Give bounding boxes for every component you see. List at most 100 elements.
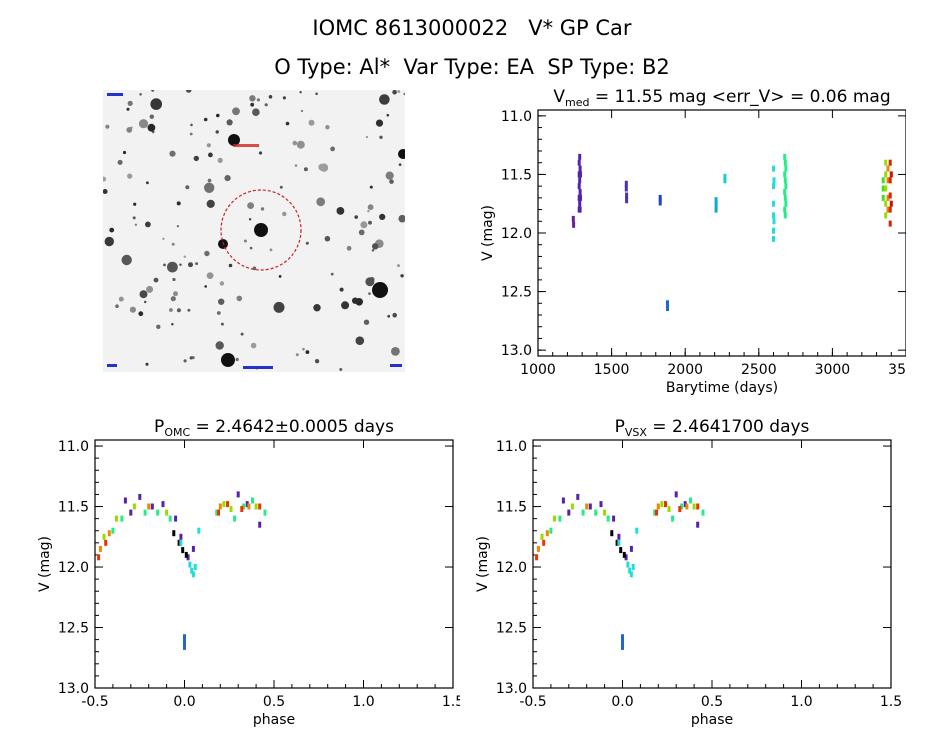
star bbox=[171, 242, 175, 246]
plot-frame bbox=[94, 439, 454, 689]
x-axis-label: phase bbox=[253, 712, 295, 728]
bright-star bbox=[221, 353, 235, 367]
data-point bbox=[783, 212, 787, 219]
star bbox=[252, 108, 260, 116]
data-point bbox=[571, 215, 575, 222]
data-point bbox=[626, 561, 630, 568]
star bbox=[330, 146, 335, 152]
star bbox=[278, 275, 282, 278]
data-point bbox=[577, 159, 581, 166]
star bbox=[235, 357, 239, 362]
image-label-bottomright bbox=[390, 364, 402, 367]
star bbox=[232, 107, 240, 116]
data-point bbox=[165, 509, 169, 516]
data-point bbox=[658, 199, 662, 206]
data-point bbox=[621, 634, 624, 641]
data-point bbox=[622, 551, 626, 558]
y-axis-label: V (mag) bbox=[475, 536, 491, 592]
data-point bbox=[579, 194, 582, 201]
data-point bbox=[226, 501, 229, 508]
data-point bbox=[120, 515, 124, 522]
star bbox=[169, 308, 173, 312]
star bbox=[391, 347, 400, 356]
data-point bbox=[656, 503, 660, 510]
star bbox=[149, 114, 154, 119]
x-tick-label: 0.5 bbox=[701, 694, 723, 710]
star bbox=[308, 119, 315, 126]
data-point bbox=[772, 227, 775, 234]
star bbox=[389, 179, 394, 184]
y-tick-label: 11.0 bbox=[58, 439, 89, 455]
star bbox=[248, 218, 252, 221]
data-point bbox=[138, 493, 142, 500]
star bbox=[162, 237, 165, 240]
star bbox=[146, 285, 154, 293]
star bbox=[363, 319, 370, 325]
data-point bbox=[236, 491, 240, 498]
data-point bbox=[680, 503, 684, 510]
data-point bbox=[772, 165, 775, 172]
star bbox=[132, 216, 136, 220]
star bbox=[226, 119, 233, 126]
bright-star bbox=[372, 282, 388, 298]
data-point bbox=[585, 503, 589, 510]
x-tick-label: -0.5 bbox=[81, 694, 108, 710]
data-point bbox=[714, 206, 718, 213]
data-point bbox=[655, 509, 658, 516]
star bbox=[273, 301, 285, 313]
data-point bbox=[578, 177, 582, 184]
data-point bbox=[98, 545, 102, 552]
data-point bbox=[772, 183, 775, 190]
x-tick-label: 0.5 bbox=[263, 694, 285, 710]
data-point bbox=[671, 515, 675, 522]
star bbox=[104, 236, 114, 247]
data-point bbox=[723, 173, 727, 180]
data-point bbox=[783, 206, 787, 213]
data-point bbox=[251, 497, 254, 504]
data-point bbox=[886, 177, 890, 184]
data-point bbox=[881, 177, 885, 184]
star bbox=[386, 113, 390, 117]
star bbox=[379, 94, 390, 105]
star bbox=[247, 202, 255, 209]
star bbox=[330, 272, 334, 276]
star bbox=[215, 341, 224, 350]
star bbox=[206, 272, 214, 279]
star bbox=[299, 91, 302, 94]
star bbox=[268, 95, 273, 99]
plot-frame bbox=[537, 109, 906, 357]
data-point bbox=[184, 551, 188, 558]
x-tick-label: 0.0 bbox=[173, 694, 195, 710]
data-point bbox=[783, 171, 787, 178]
star bbox=[313, 304, 321, 312]
data-point bbox=[233, 515, 237, 522]
star bbox=[303, 167, 308, 172]
star bbox=[249, 246, 253, 250]
x-tick-label: 1500 bbox=[594, 362, 630, 378]
star bbox=[369, 185, 373, 189]
star bbox=[153, 277, 159, 283]
star bbox=[204, 182, 215, 193]
data-point bbox=[772, 200, 775, 207]
data-point bbox=[772, 212, 775, 219]
chart-subtitle: O Type: Al* Var Type: EA SP Type: B2 bbox=[274, 55, 670, 79]
data-point bbox=[624, 185, 628, 192]
star bbox=[145, 221, 151, 228]
data-point bbox=[129, 509, 133, 516]
x-tick-label: 2500 bbox=[741, 362, 777, 378]
light-curve-chart: 1000 1500 2000 2500 3000 3500 11.0 11.5 12.0 12.5… bbox=[480, 87, 906, 396]
data-point bbox=[660, 501, 664, 508]
star bbox=[189, 356, 193, 360]
data-point bbox=[132, 503, 136, 510]
data-point bbox=[888, 220, 892, 227]
star bbox=[302, 347, 305, 351]
star bbox=[176, 308, 181, 313]
star bbox=[256, 98, 260, 102]
data-point bbox=[561, 497, 565, 504]
data-point bbox=[218, 503, 222, 510]
data-point bbox=[884, 200, 888, 207]
data-point bbox=[683, 501, 687, 508]
star bbox=[167, 261, 178, 273]
data-point bbox=[784, 183, 788, 190]
star bbox=[346, 245, 352, 251]
